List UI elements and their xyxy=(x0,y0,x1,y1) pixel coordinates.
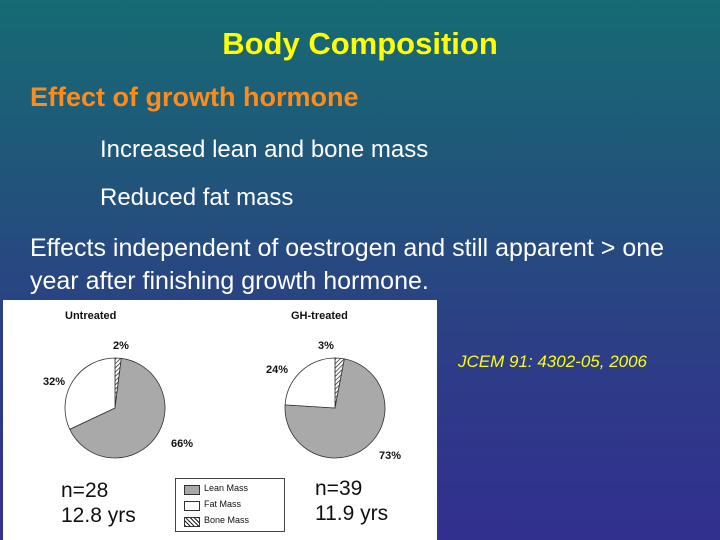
slide-title: Body Composition xyxy=(222,26,498,61)
gh-age-label: 11.9 yrs xyxy=(315,502,389,525)
legend-label-fat: Fat Mass xyxy=(204,499,242,509)
label-gh-lean: 73% xyxy=(379,450,402,462)
pie-slice-lean-mass xyxy=(284,358,386,459)
gh-n-label: n=39 xyxy=(315,477,363,500)
untreated-sample-info: n=28 12.8 yrs xyxy=(61,478,136,528)
legend-item-fat: Fat Mass xyxy=(184,499,279,511)
legend-swatch-lean xyxy=(184,485,200,495)
panel-title-gh-treated: GH-treated xyxy=(291,310,348,322)
bullet-lean-bone: Increased lean and bone mass xyxy=(100,136,429,163)
pie-slice-lean-mass xyxy=(69,357,166,459)
journal-citation: JCEM 91: 4302-05, 2006 xyxy=(458,352,648,371)
label-untreated-fat: 32% xyxy=(43,376,66,388)
label-gh-bone: 3% xyxy=(318,340,334,352)
chart-legend: Lean Mass Fat Mass Bone Mass xyxy=(175,478,285,532)
panel-title-untreated: Untreated xyxy=(65,310,117,322)
bullet-fat: Reduced fat mass xyxy=(100,184,294,211)
untreated-n-label: n=28 xyxy=(61,479,109,502)
slide-subtitle: Effect of growth hormone xyxy=(30,82,359,112)
legend-item-bone: Bone Mass xyxy=(184,515,279,527)
label-untreated-bone: 2% xyxy=(113,340,129,352)
pie-slice-fat-mass xyxy=(64,357,116,430)
pie-untreated xyxy=(64,357,166,459)
legend-label-bone: Bone Mass xyxy=(204,515,250,525)
legend-swatch-fat xyxy=(184,501,200,511)
effects-paragraph: Effects independent of oestrogen and sti… xyxy=(30,234,665,295)
label-untreated-lean: 66% xyxy=(171,438,194,450)
label-gh-fat: 24% xyxy=(266,364,289,376)
pie-gh-treated xyxy=(284,357,386,459)
legend-swatch-bone xyxy=(184,517,200,527)
legend-item-lean: Lean Mass xyxy=(184,483,279,495)
legend-label-lean: Lean Mass xyxy=(204,483,249,493)
pie-slice-fat-mass xyxy=(284,357,336,409)
untreated-age-label: 12.8 yrs xyxy=(61,504,136,527)
gh-sample-info: n=39 11.9 yrs xyxy=(315,476,388,526)
pie-chart-figure: Untreated GH-treated 2% 32% 66% 3% 24% 7… xyxy=(3,300,437,540)
